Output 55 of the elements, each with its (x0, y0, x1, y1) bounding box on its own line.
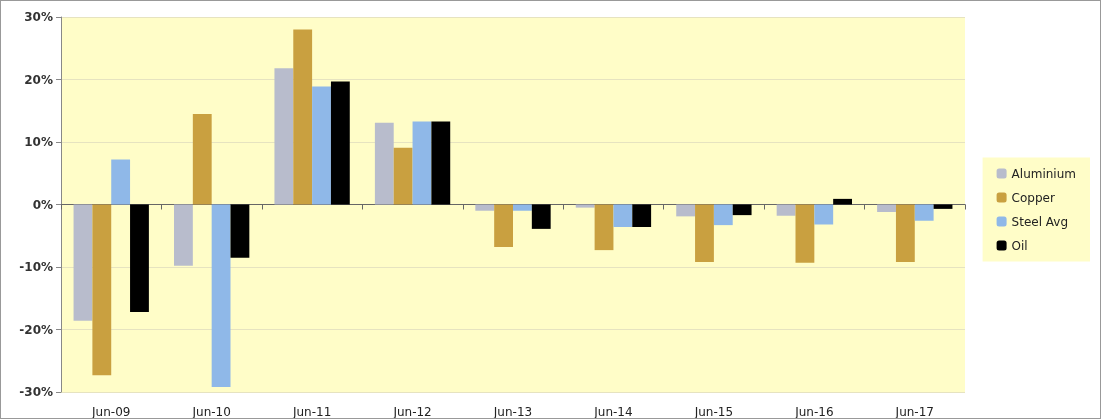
bar (877, 204, 896, 212)
x-tick-label: Jun-17 (894, 405, 934, 419)
bar (475, 204, 495, 211)
bar (330, 81, 350, 205)
x-tick-label: Jun-11 (291, 405, 332, 419)
bar (676, 204, 696, 217)
bar (293, 29, 313, 205)
bar (632, 204, 652, 227)
bar (393, 147, 413, 205)
x-tick-label: Jun-12 (392, 405, 432, 419)
legend-label: Aluminium (1011, 166, 1076, 181)
y-tick-label: 10% (24, 135, 53, 149)
bar (494, 204, 513, 247)
bar (174, 204, 193, 266)
bar (613, 204, 633, 227)
bar (814, 204, 834, 225)
bar (374, 122, 394, 205)
x-tick-label: Jun-15 (693, 405, 734, 419)
bar (230, 204, 250, 258)
bar (513, 204, 532, 211)
bar (111, 159, 131, 205)
legend-label: Copper (1011, 190, 1055, 205)
x-tick-label: Jun-13 (492, 405, 533, 419)
bar (531, 204, 551, 229)
bar (575, 204, 595, 208)
bar (833, 198, 852, 205)
bar (713, 204, 733, 226)
bar (211, 204, 231, 387)
bar (412, 121, 432, 205)
bar (312, 86, 331, 205)
bar (274, 68, 294, 205)
x-tick-label: Jun-14 (593, 405, 633, 419)
bar (73, 204, 93, 321)
bar (895, 204, 915, 262)
x-tick-label: Jun-16 (794, 405, 834, 419)
y-tick-label: -20% (19, 322, 53, 337)
bar (695, 204, 714, 262)
bar (431, 121, 451, 205)
bar (130, 204, 149, 312)
y-tick-label: -30% (19, 385, 53, 399)
bar (732, 204, 752, 216)
y-tick-label: -10% (19, 260, 53, 274)
bar (776, 204, 796, 216)
y-tick-label: 30% (24, 10, 53, 24)
bar (795, 204, 815, 263)
y-tick-label: 0% (32, 197, 53, 212)
bar (594, 204, 614, 251)
bar (192, 113, 212, 205)
y-tick-label: 20% (24, 72, 53, 87)
bar (914, 204, 934, 221)
x-tick-label: Jun-09 (91, 405, 131, 419)
legend-label: Steel Avg (1011, 214, 1069, 229)
legend-label: Oil (1011, 238, 1028, 253)
x-tick-label: Jun-10 (191, 405, 231, 419)
bar (92, 204, 112, 376)
